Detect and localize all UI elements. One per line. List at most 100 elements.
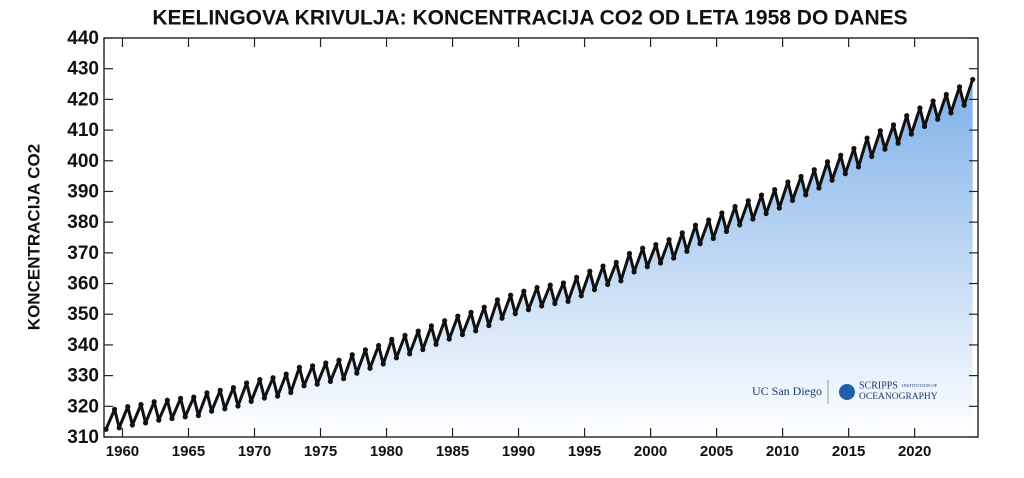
logo-globe <box>839 384 855 400</box>
data-point <box>838 152 844 158</box>
data-point <box>125 404 131 410</box>
x-tick-label: 1975 <box>304 443 337 460</box>
data-point <box>547 282 553 288</box>
data-point <box>428 323 435 329</box>
data-point <box>217 387 223 393</box>
data-point <box>600 263 606 269</box>
x-tick-label: 2010 <box>766 443 799 460</box>
data-point <box>169 415 175 422</box>
data-point <box>785 179 791 185</box>
y-tick-label: 330 <box>67 366 99 387</box>
data-point <box>772 187 778 193</box>
data-point <box>257 377 263 383</box>
data-point <box>195 412 201 419</box>
data-point <box>631 269 637 275</box>
data-point <box>415 328 421 334</box>
data-point <box>644 264 650 270</box>
data-point <box>723 228 730 234</box>
data-point <box>855 164 862 170</box>
data-point <box>811 167 817 173</box>
data-point <box>829 177 835 183</box>
data-point <box>442 318 448 324</box>
y-tick-label: 310 <box>67 427 99 448</box>
data-point <box>191 394 197 400</box>
data-point <box>336 357 342 363</box>
area <box>106 79 973 438</box>
data-point <box>613 259 619 265</box>
data-point <box>684 248 690 254</box>
y-tick-label: 370 <box>67 243 99 264</box>
data-point <box>578 293 584 299</box>
logo-institution: INSTITUTION OF <box>902 383 938 388</box>
data-point <box>605 281 611 288</box>
data-point <box>389 336 395 342</box>
data-point <box>230 384 236 391</box>
x-tick-label: 1985 <box>436 443 469 460</box>
data-point <box>468 309 474 315</box>
data-point <box>204 390 210 396</box>
data-point <box>116 425 122 431</box>
data-point <box>719 210 725 216</box>
data-point <box>459 331 466 338</box>
data-point <box>446 336 452 342</box>
data-point <box>341 376 347 382</box>
data-point <box>666 237 672 243</box>
data-point <box>539 303 545 309</box>
data-point <box>275 393 281 399</box>
y-tick-label: 390 <box>67 181 99 202</box>
data-point <box>512 311 518 317</box>
data-point <box>208 408 215 414</box>
y-tick-label: 440 <box>67 28 99 49</box>
data-point <box>895 140 901 146</box>
data-point <box>222 406 228 412</box>
data-point <box>816 185 822 191</box>
data-point <box>481 304 487 310</box>
data-point <box>420 346 426 353</box>
y-tick-label: 400 <box>67 151 99 172</box>
data-point <box>789 197 796 203</box>
data-point <box>758 192 765 198</box>
data-point <box>657 260 664 266</box>
data-point <box>948 110 954 116</box>
data-point <box>354 370 360 376</box>
data-point <box>776 205 782 211</box>
data-point <box>177 395 184 401</box>
data-point <box>433 341 439 347</box>
data-point <box>552 300 558 307</box>
data-point <box>763 210 769 217</box>
y-tick-label: 340 <box>67 335 99 356</box>
data-point <box>618 278 624 284</box>
data-point <box>935 116 941 122</box>
x-tick-label: 2015 <box>832 443 865 460</box>
y-tick-label: 430 <box>67 59 99 80</box>
data-point <box>697 241 703 247</box>
data-point <box>270 375 276 381</box>
data-point <box>323 360 329 366</box>
data-point <box>473 328 479 334</box>
data-point <box>710 235 716 242</box>
data-point <box>591 287 598 293</box>
data-point <box>138 401 144 408</box>
data-point <box>296 364 302 370</box>
data-point <box>842 171 848 177</box>
data-point <box>283 371 289 377</box>
data-point <box>248 398 254 404</box>
data-point <box>367 365 373 371</box>
y-axis-label: KONCENTRACIJA CO2 <box>24 144 43 330</box>
data-point <box>182 414 188 420</box>
data-point <box>671 255 677 261</box>
data-point <box>587 268 593 274</box>
data-point <box>309 363 316 369</box>
data-point <box>393 355 400 361</box>
data-point <box>864 135 870 141</box>
data-point <box>626 250 633 257</box>
data-point <box>402 332 408 339</box>
data-point <box>692 222 699 228</box>
data-point <box>455 313 461 319</box>
data-point <box>970 76 976 83</box>
data-point <box>243 380 250 386</box>
data-point <box>129 422 135 428</box>
data-point <box>560 280 567 286</box>
x-tick-label: 1980 <box>370 443 403 460</box>
